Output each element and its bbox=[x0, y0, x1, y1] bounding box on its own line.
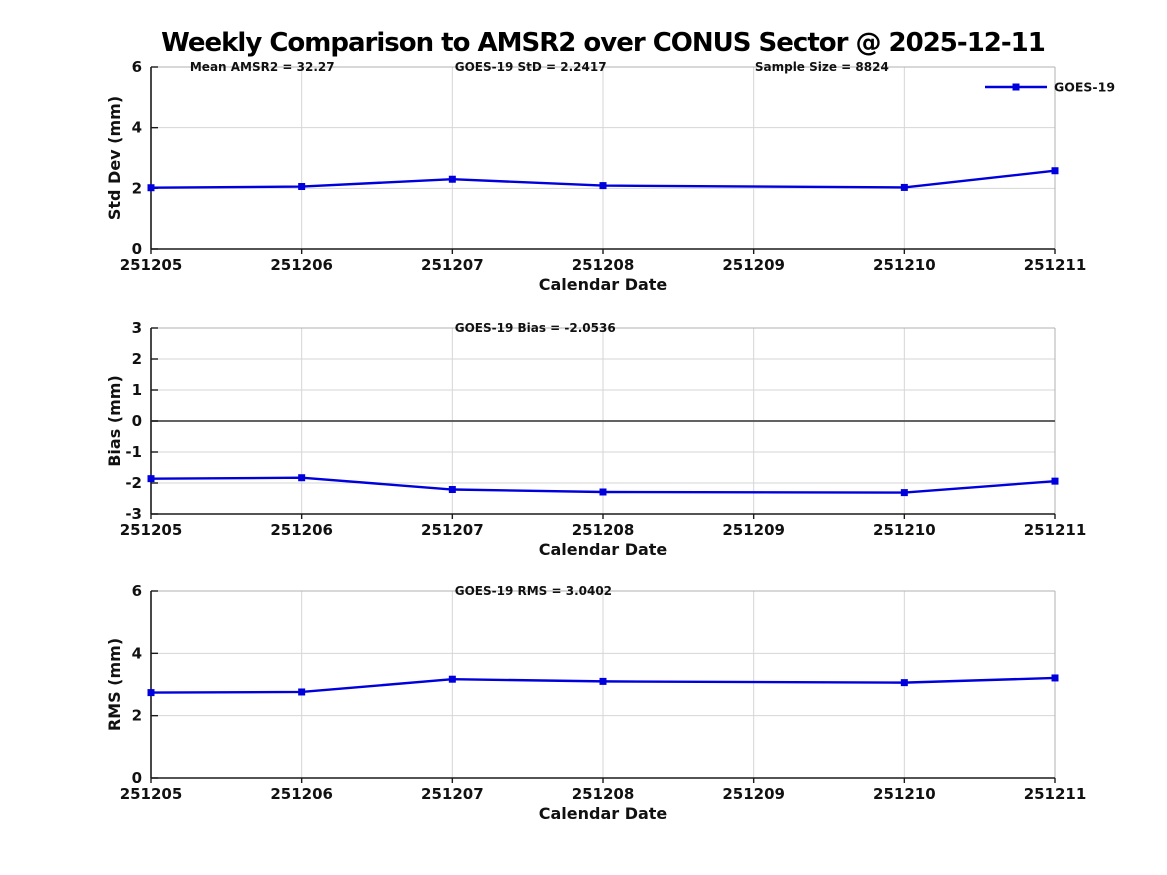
subplot-std-dev-series-marker bbox=[599, 182, 607, 190]
subplot-std-dev-xlabel: Calendar Date bbox=[539, 275, 668, 294]
subplot-std-dev-legend-label: GOES-19 bbox=[1054, 80, 1115, 95]
subplot-rms-series-marker bbox=[599, 677, 607, 685]
subplot-std-dev-x-tick-label: 251211 bbox=[1024, 256, 1087, 274]
subplot-std-dev-series-marker bbox=[900, 183, 908, 191]
subplot-bias-xlabel: Calendar Date bbox=[539, 540, 668, 559]
subplot-std-dev-series-marker bbox=[147, 184, 155, 192]
subplot-rms-ylabel: RMS (mm) bbox=[105, 638, 124, 731]
subplot-bias-y-tick-label: 3 bbox=[132, 319, 142, 337]
subplot-bias-y-tick-label: -3 bbox=[125, 505, 142, 523]
subplot-bias-series-marker bbox=[298, 474, 306, 482]
subplot-std-dev-ylabel: Std Dev (mm) bbox=[105, 96, 124, 220]
subplot-std-dev-series-marker bbox=[1051, 167, 1059, 175]
subplot-bias-series-marker bbox=[448, 486, 456, 494]
subplot-std-dev-series-marker bbox=[298, 183, 306, 191]
subplot-std-dev-annotation: Mean AMSR2 = 32.27 bbox=[190, 60, 335, 74]
subplot-std-dev-annotation: Sample Size = 8824 bbox=[755, 60, 889, 74]
subplot-rms-x-tick-label: 251211 bbox=[1024, 785, 1087, 803]
subplot-bias-x-tick-label: 251209 bbox=[722, 521, 785, 539]
subplot-bias-x-tick-label: 251205 bbox=[120, 521, 183, 539]
subplot-std-dev-y-tick-label: 0 bbox=[132, 240, 142, 258]
subplot-rms-series-line bbox=[150, 676, 1056, 694]
subplot-rms-x-tick-label: 251210 bbox=[873, 785, 936, 803]
subplot-bias-y-tick-label: 0 bbox=[132, 412, 142, 430]
subplot-rms-y-tick-label: 4 bbox=[132, 644, 142, 662]
chart-title: Weekly Comparison to AMSR2 over CONUS Se… bbox=[161, 28, 1046, 58]
subplot-std-dev-series-line bbox=[150, 169, 1056, 189]
subplot-bias-x-tick-label: 251210 bbox=[873, 521, 936, 539]
subplot-std-dev-x-tick-label: 251209 bbox=[722, 256, 785, 274]
subplot-std-dev-y-tick-label: 4 bbox=[132, 119, 142, 137]
subplot-rms-x-tick-label: 251208 bbox=[572, 785, 635, 803]
subplot-rms-series-marker bbox=[448, 675, 456, 683]
subplot-rms-xlabel: Calendar Date bbox=[539, 804, 668, 823]
subplot-bias-series-marker bbox=[900, 489, 908, 497]
subplot-rms-x-tick-label: 251207 bbox=[421, 785, 484, 803]
subplot-std-dev-x-tick-label: 251210 bbox=[873, 256, 936, 274]
subplot-bias-series-marker bbox=[1051, 477, 1059, 485]
subplot-std-dev-x-tick-label: 251206 bbox=[270, 256, 333, 274]
subplot-rms-annotation: GOES-19 RMS = 3.0402 bbox=[455, 584, 612, 598]
subplot-bias-x-tick-label: 251207 bbox=[421, 521, 484, 539]
subplot-std-dev-legend-marker bbox=[1012, 83, 1020, 91]
subplot-bias-x-tick-label: 251211 bbox=[1024, 521, 1087, 539]
subplot-std-dev-series-marker bbox=[448, 175, 456, 183]
subplot-std-dev-annotation: GOES-19 StD = 2.2417 bbox=[455, 60, 607, 74]
subplot-bias-y-tick-label: 1 bbox=[132, 381, 142, 399]
subplot-rms-y-tick-label: 6 bbox=[132, 582, 142, 600]
subplot-bias-y-tick-label: -1 bbox=[125, 443, 142, 461]
subplot-rms-series-marker bbox=[1051, 674, 1059, 682]
subplot-std-dev-y-tick-label: 6 bbox=[132, 58, 142, 76]
subplot-rms-series-marker bbox=[298, 688, 306, 696]
subplot-bias-y-tick-label: -2 bbox=[125, 474, 142, 492]
subplot-rms-x-tick-label: 251209 bbox=[722, 785, 785, 803]
subplot-bias-series-line bbox=[150, 476, 1056, 494]
subplot-std-dev-y-tick-label: 2 bbox=[132, 179, 142, 197]
subplot-bias-series-marker bbox=[147, 475, 155, 483]
subplot-bias-y-tick-label: 2 bbox=[132, 350, 142, 368]
subplot-rms-x-tick-label: 251206 bbox=[270, 785, 333, 803]
subplot-bias-x-tick-label: 251208 bbox=[572, 521, 635, 539]
subplot-std-dev-x-tick-label: 251208 bbox=[572, 256, 635, 274]
subplot-bias-series-marker bbox=[599, 488, 607, 496]
subplot-rms-series-marker bbox=[900, 679, 908, 687]
subplot-rms-series-marker bbox=[147, 689, 155, 697]
subplot-bias-ylabel: Bias (mm) bbox=[105, 375, 124, 467]
subplot-std-dev-x-tick-label: 251207 bbox=[421, 256, 484, 274]
subplot-rms-y-tick-label: 2 bbox=[132, 707, 142, 725]
subplot-bias-x-tick-label: 251206 bbox=[270, 521, 333, 539]
subplot-rms-x-tick-label: 251205 bbox=[120, 785, 183, 803]
subplot-bias-annotation: GOES-19 Bias = -2.0536 bbox=[455, 321, 616, 335]
subplot-rms-y-tick-label: 0 bbox=[132, 769, 142, 787]
subplot-std-dev-x-tick-label: 251205 bbox=[120, 256, 183, 274]
